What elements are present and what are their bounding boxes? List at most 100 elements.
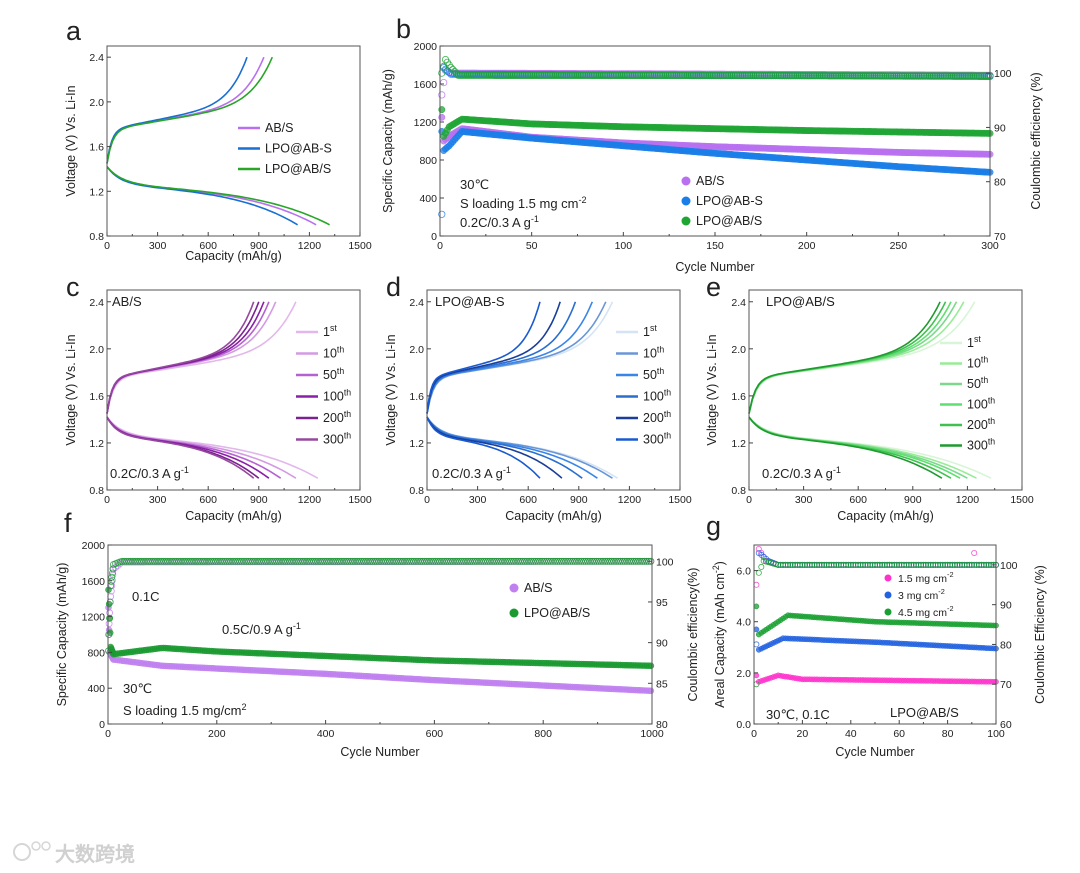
ce-point-b-2 [770, 72, 778, 80]
ce-point-f-1 [175, 557, 183, 565]
x-tick-label-g-text: 80 [942, 728, 954, 740]
ce-point-f-1 [347, 557, 355, 565]
plot-area-c [106, 301, 319, 479]
y2-tick-label-f-text: 80 [656, 719, 668, 731]
x-tick-label-g: 80 [942, 728, 954, 740]
ce-point-b-2 [474, 71, 483, 79]
ce-point-f-1 [399, 557, 407, 565]
y-tick-label-d: 1.6 [409, 391, 424, 403]
panel-letter-b: b [396, 14, 411, 44]
legend-label-c-sup: th [344, 409, 351, 419]
ce-point-f-0 [114, 562, 122, 569]
ce-point-b-2 [518, 71, 527, 80]
x-axis-title-g-text: Cycle Number [835, 745, 914, 759]
ce-point-f-1 [323, 557, 331, 565]
ce-point-b-2 [693, 72, 701, 80]
ce-point-f-1 [580, 557, 587, 565]
ce-point-b-2 [647, 71, 655, 80]
x-tick-label-d: 0 [424, 494, 430, 506]
ce-point-f-1 [617, 557, 624, 565]
ce-point-f-1 [408, 557, 416, 565]
ce-point-b-2 [883, 72, 891, 80]
x-tick-label-a: 900 [250, 240, 268, 252]
ce-point-b-2 [638, 71, 646, 80]
ce-point-g-2 [843, 561, 850, 568]
ce-point-f-1 [490, 557, 498, 565]
ce-point-f-1 [466, 557, 474, 565]
rate-label-d-text: 0.2C/0.3 A g [432, 466, 503, 481]
ce-point-f-1 [627, 557, 635, 565]
legend-label-e-text: 100 [967, 398, 988, 412]
y-tick-label-f: 400 [87, 683, 105, 695]
ce-point-f-1 [251, 557, 259, 565]
y-axis-title-b: Specific Capacity (mAh/g) [381, 69, 395, 213]
x-tick-label-e: 300 [795, 494, 813, 506]
ce-point-b-2 [801, 72, 809, 80]
legend-label-e-sup: th [988, 416, 995, 426]
ce-point-f-1 [190, 557, 198, 565]
y-tick-label-c-text: 0.8 [89, 485, 104, 497]
x-axis-title-c-text: Capacity (mAh/g) [185, 509, 282, 523]
ce-point-f-1 [577, 557, 585, 565]
ce-point-b-2 [605, 71, 613, 80]
watermark-logo-icon [13, 843, 31, 861]
ce-point-f-1 [286, 557, 294, 565]
y2-tick-label-b-text: 70 [994, 231, 1006, 243]
ce-point-f-1 [225, 557, 233, 565]
ce-point-b-2 [971, 72, 979, 80]
ce-point-b-2 [836, 72, 844, 80]
ce-point-g-2 [830, 561, 837, 568]
ce-point-b-2 [729, 72, 737, 80]
ce-point-b-2 [592, 71, 600, 80]
ce-point-b-2 [462, 71, 470, 79]
ce-point-b-2 [572, 71, 580, 80]
ce-point-f-1 [584, 557, 592, 565]
ce-point-g-2 [867, 561, 874, 568]
ce-point-f-1 [549, 557, 557, 565]
y-tick-label-d: 2.0 [409, 344, 424, 356]
ce-point-f-1 [375, 557, 383, 565]
y-tick-label-b: 400 [419, 193, 437, 205]
ce-point-f-1 [336, 557, 344, 565]
ce-point-b-2 [484, 71, 492, 79]
ce-point-f-1 [582, 557, 589, 565]
ce-point-f-1 [497, 557, 505, 565]
plot-area-b [438, 55, 994, 218]
axes-frame-g [753, 544, 997, 725]
ce-point-b-2 [980, 72, 989, 80]
x-axis-title-d: Capacity (mAh/g) [505, 509, 602, 523]
ce-point-b-2 [581, 71, 589, 80]
legend-g: 1.5 mg cm-23 mg cm-24.5 mg cm-2 [884, 570, 954, 619]
ce-point-b-2 [595, 71, 604, 80]
ce-point-b-2 [858, 72, 866, 80]
ce-point-f-1 [329, 557, 337, 565]
ce-point-g-2 [980, 561, 987, 568]
ce-point-b-2 [630, 71, 638, 80]
ce-point-b-2 [753, 72, 761, 80]
legend-label-g: 3 mg cm-2 [898, 587, 945, 602]
ce-point-b-2 [781, 72, 789, 80]
y-tick-label-e-text: 1.6 [731, 391, 746, 403]
legend-label-b: LPO@AB/S [696, 214, 762, 228]
ce-point-f-1 [390, 557, 398, 565]
rate-label-d: 0.2C/0.3 A g-1 [432, 465, 511, 481]
x-axis-title-c: Capacity (mAh/g) [185, 509, 282, 523]
y2-tick-label-g-text: 60 [1000, 719, 1012, 731]
ce-point-f-1 [151, 557, 159, 565]
ce-point-b-2 [619, 71, 627, 80]
ce-point-f-1 [201, 557, 209, 565]
x-axis-title-f-text: Cycle Number [340, 745, 419, 759]
x-tick-label-c: 300 [149, 494, 167, 506]
ce-point-f-1 [242, 557, 250, 565]
ce-point-f-1 [558, 557, 566, 565]
x-tick-label-d-text: 300 [469, 494, 487, 506]
y2-tick-label-f-text: 90 [656, 638, 668, 650]
ce-point-b-2 [451, 67, 459, 76]
y-tick-label-d-text: 1.6 [409, 391, 424, 403]
ce-point-f-1 [266, 557, 274, 565]
ce-point-f-1 [170, 557, 178, 565]
ce-point-b-2 [867, 72, 875, 80]
y2-axis-title-f: Coulombic efficiency(%) [686, 568, 700, 702]
discharge-curve-d-5 [426, 416, 541, 479]
